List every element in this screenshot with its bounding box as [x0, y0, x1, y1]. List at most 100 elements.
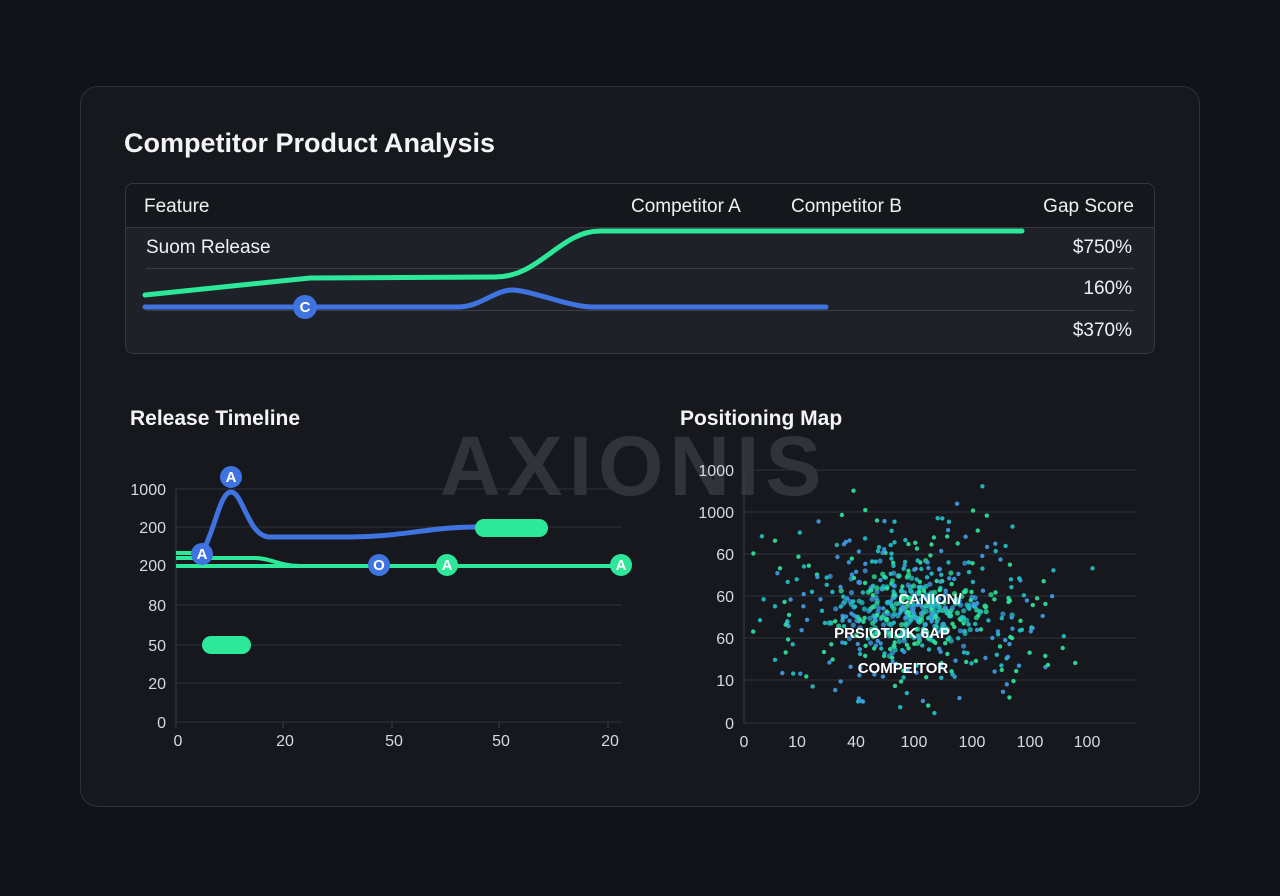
scatter-point [924, 675, 929, 680]
scatter-point [911, 610, 917, 616]
scatter-point [827, 660, 832, 665]
scatter-point [798, 671, 803, 676]
scatter-point [970, 579, 976, 585]
scatter-point [1007, 641, 1012, 647]
scatter-point [858, 665, 863, 671]
scatter-point [882, 547, 887, 552]
scatter-point [914, 627, 919, 632]
x-tick-label: 50 [385, 733, 403, 750]
x-tick-label: 20 [276, 733, 294, 750]
scatter-point [911, 602, 916, 607]
scatter-point [777, 566, 783, 571]
scatter-point [786, 612, 792, 618]
scatter-point [880, 550, 885, 555]
scatter-point [994, 652, 999, 657]
scatter-point [1045, 662, 1051, 668]
scatter-point [866, 608, 872, 614]
scatter-point [891, 611, 898, 617]
scatter-point [902, 563, 907, 568]
scatter-point [827, 573, 833, 579]
scatter-point [845, 596, 850, 601]
scatter-point [879, 646, 884, 651]
timeline-marker [368, 554, 390, 576]
scatter-point [962, 628, 967, 634]
positioning-map-title: Positioning Map [680, 407, 843, 430]
table-marker-label: C [300, 299, 311, 316]
scatter-point [914, 546, 920, 551]
scatter-point [862, 568, 868, 574]
y-tick-label: 20 [148, 676, 166, 693]
scatter-point [891, 583, 896, 588]
scatter-point [849, 572, 855, 577]
scatter-point [877, 558, 883, 564]
scatter-point [929, 571, 934, 576]
scatter-point [838, 584, 843, 590]
scatter-point [904, 690, 909, 696]
scatter-point [838, 679, 843, 684]
scatter-point [946, 560, 951, 565]
scatter-point [908, 618, 913, 623]
scatter-point [801, 604, 806, 609]
scatter-point [952, 597, 958, 602]
scatter-point [915, 558, 920, 563]
x-tick-label: 100 [901, 734, 928, 751]
column-header-gap-score[interactable]: Gap Score [1043, 196, 1134, 217]
scatter-point [882, 519, 887, 524]
scatter-point [976, 613, 981, 618]
scatter-point [905, 582, 911, 588]
scatter-point [799, 628, 804, 633]
scatter-point [874, 630, 880, 636]
scatter-point [841, 542, 847, 547]
scatter-point [1090, 566, 1095, 571]
scatter-point [871, 604, 877, 610]
y-tick-label: 1000 [698, 505, 734, 522]
scatter-point [973, 621, 978, 627]
scatter-point [926, 647, 932, 652]
scatter-point [857, 647, 862, 652]
scatter-point [797, 530, 802, 535]
scatter-point [902, 590, 908, 595]
scatter-point [984, 513, 989, 518]
scatter-point [819, 608, 825, 613]
scatter-point [935, 629, 941, 635]
x-tick-label: 0 [174, 733, 183, 750]
scatter-point [914, 670, 919, 675]
column-header-competitor-a[interactable]: Competitor A [631, 196, 741, 217]
scatter-point [922, 622, 929, 628]
scatter-point [846, 560, 852, 565]
scatter-point [901, 566, 906, 571]
scatter-point [833, 687, 838, 693]
scatter-point [906, 646, 911, 651]
column-header-feature[interactable]: Feature [144, 196, 210, 217]
scatter-point [905, 667, 910, 672]
scatter-point [947, 576, 952, 581]
scatter-point [969, 589, 974, 595]
scatter-point [878, 577, 883, 583]
scatter-point [943, 588, 948, 593]
scatter-point [937, 567, 942, 572]
scatter-point [869, 559, 875, 564]
scatter-point [936, 646, 942, 651]
scatter-point [804, 617, 810, 622]
scatter-point [908, 588, 914, 594]
scatter-point [910, 605, 917, 611]
column-header-competitor-b[interactable]: Competitor B [791, 196, 902, 217]
timeline-marker [610, 554, 632, 576]
scatter-point [816, 519, 821, 524]
scatter-point [891, 563, 896, 568]
scatter-point [870, 583, 876, 588]
y-tick-label: 60 [716, 631, 734, 648]
scatter-point [889, 602, 894, 607]
scatter-point [889, 598, 894, 604]
competitor-a-line [142, 228, 1025, 298]
scatter-point [847, 618, 852, 623]
scatter-point [1000, 689, 1006, 694]
scatter-point [935, 516, 940, 521]
scatter-point [888, 646, 893, 652]
scatter-point [929, 619, 934, 624]
scatter-point [993, 548, 998, 554]
scatter-point [917, 589, 922, 594]
scatter-point [859, 699, 865, 704]
scatter-point [839, 512, 845, 518]
scatter-point [929, 607, 934, 612]
